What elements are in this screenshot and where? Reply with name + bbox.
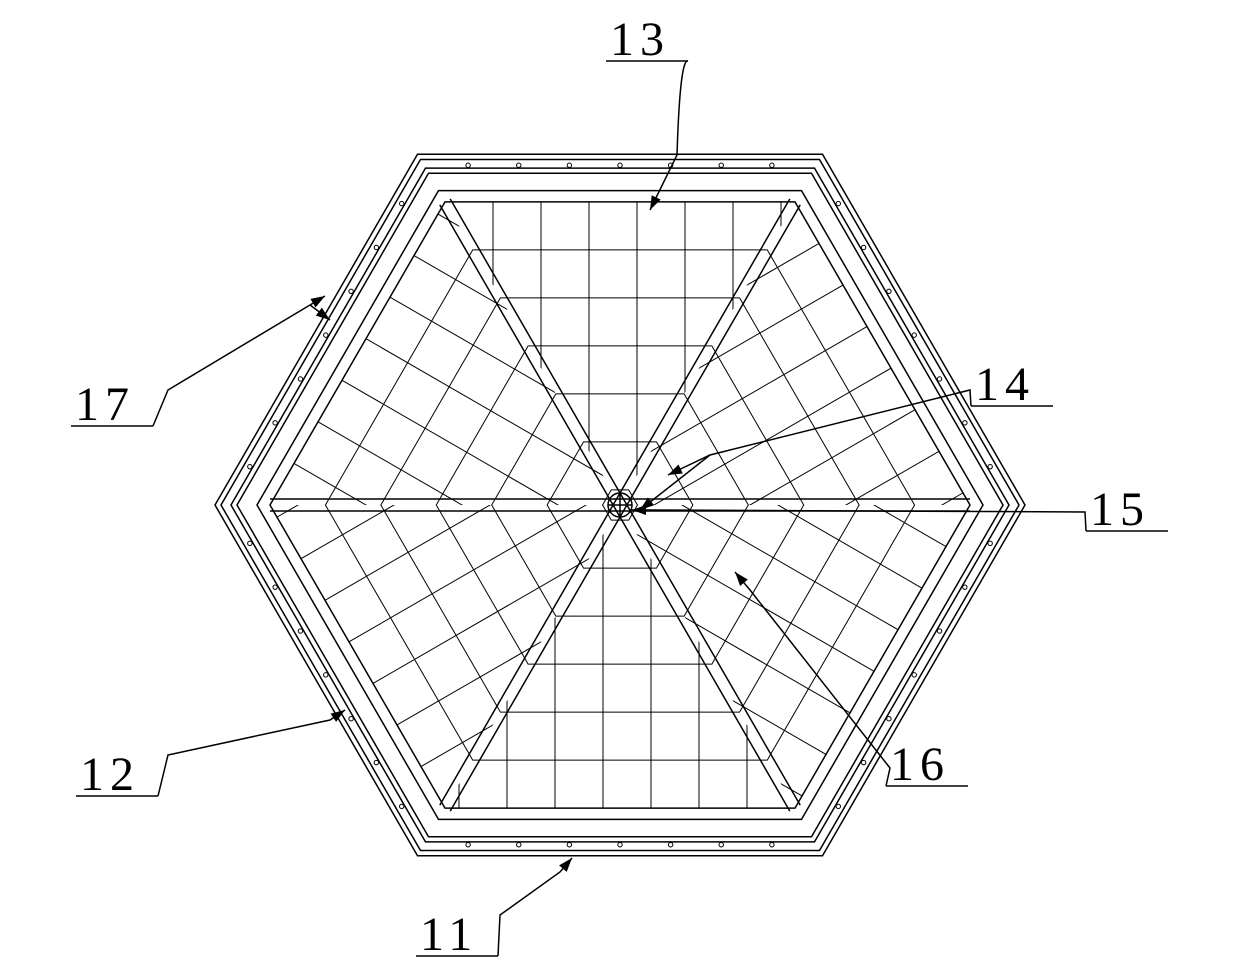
callout-label-11: 11 (420, 908, 478, 961)
callout-label-16: 16 (890, 738, 950, 791)
callout-12: 12 (76, 710, 345, 801)
callout-label-14: 14 (975, 358, 1035, 411)
callout-label-12: 12 (80, 748, 140, 801)
center-hub (608, 493, 632, 517)
callout-14: 14 (640, 358, 1053, 510)
callout-15: 15 (632, 483, 1168, 536)
callout-16: 16 (735, 572, 968, 791)
callout-label-15: 15 (1090, 483, 1150, 536)
callout-13: 13 (606, 13, 688, 210)
callout-label-13: 13 (610, 13, 670, 66)
callout-label-17: 17 (75, 378, 135, 431)
callout-11: 11 (416, 858, 572, 961)
